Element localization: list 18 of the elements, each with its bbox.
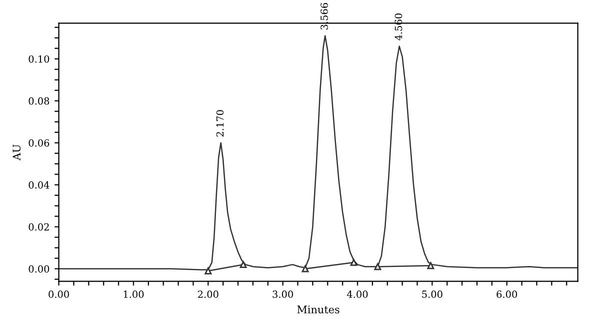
- x-tick-label: 1.00: [124, 290, 144, 298]
- x-tick-label: 4.00: [346, 290, 368, 298]
- y-tick-label: 0.04: [28, 181, 50, 189]
- y-tick-label: 0.10: [28, 55, 50, 63]
- y-axis-title: AU: [12, 144, 21, 160]
- x-tick-label: 5.00: [422, 290, 442, 298]
- y-tick-label: 0.02: [28, 223, 49, 231]
- y-tick-label: 0.06: [28, 139, 50, 147]
- x-tick-label: 2.00: [198, 290, 218, 298]
- annotation: 3.566: [320, 2, 328, 30]
- y-tick-label: 0.08: [28, 97, 50, 105]
- annotation: 4.560: [394, 14, 402, 40]
- y-tick-label: 0.00: [28, 265, 50, 273]
- x-axis-title: Minutes: [297, 306, 340, 314]
- x-tick-label: 6.00: [496, 290, 518, 298]
- x-tick-label: 3.00: [272, 290, 294, 298]
- x-tick-label: 0.00: [48, 290, 69, 298]
- annotation: 2.170: [216, 110, 224, 137]
